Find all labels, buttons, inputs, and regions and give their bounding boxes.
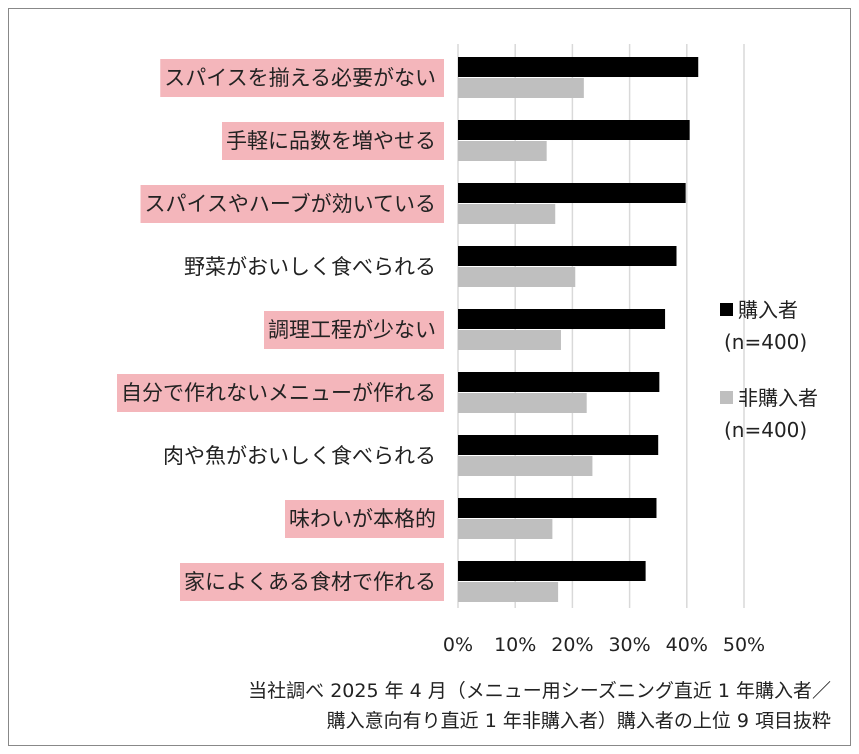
bar-buyers — [458, 246, 677, 266]
x-tick-label: 30% — [608, 634, 650, 656]
legend-label: (n=400) — [724, 418, 807, 442]
bar-buyers — [458, 57, 699, 77]
bar-non-buyers — [458, 141, 547, 161]
x-tick-label: 20% — [551, 634, 593, 656]
x-tick-label: 0% — [443, 634, 473, 656]
category-highlight — [285, 500, 444, 538]
category-highlight — [264, 311, 444, 349]
x-tick-labels: 0% 10% 20% 30% 40% 50% — [443, 634, 765, 656]
category-highlight — [160, 59, 444, 97]
category-label: 手軽に品数を増やせる — [226, 129, 436, 153]
x-tick-label: 40% — [666, 634, 708, 656]
bar-non-buyers — [458, 204, 556, 224]
legend-swatch — [720, 391, 733, 404]
footnote-line-1: 当社調べ 2025 年 4 月（メニュー用シーズニング直近 1 年購入者／ — [248, 680, 831, 702]
category-highlight — [117, 374, 444, 412]
legend-label: 非購入者 — [738, 386, 818, 410]
category-label: 自分で作れないメニューが作れる — [121, 381, 436, 405]
bar-buyers — [458, 561, 646, 581]
legend-label: (n=400) — [724, 330, 807, 354]
x-tick-label: 50% — [723, 634, 765, 656]
bar-buyers — [458, 372, 660, 392]
x-tick-label: 10% — [494, 634, 536, 656]
category-highlight — [140, 185, 444, 223]
category-labels: スパイスを揃える必要がない手軽に品数を増やせるスパイスやハーブが効いている野菜が… — [121, 66, 436, 594]
bars — [458, 57, 699, 602]
category-label: スパイスを揃える必要がない — [164, 66, 436, 90]
bar-buyers — [458, 120, 690, 140]
category-label: 家によくある食材で作れる — [184, 570, 436, 594]
bar-non-buyers — [458, 582, 559, 602]
legend-label: 購入者 — [738, 298, 798, 322]
bar-non-buyers — [458, 456, 593, 476]
category-label: 野菜がおいしく食べられる — [184, 255, 436, 279]
bar-non-buyers — [458, 519, 553, 539]
category-highlights — [117, 59, 444, 601]
bar-buyers — [458, 498, 657, 518]
footnote-line-2: 購入意向有り直近 1 年非購入者）購入者の上位 9 項目抜粋 — [326, 710, 831, 732]
category-label: 味わいが本格的 — [289, 507, 436, 531]
category-label: 調理工程が少ない — [268, 318, 436, 342]
bar-buyers — [458, 183, 686, 203]
legend-swatch — [720, 303, 733, 316]
bar-non-buyers — [458, 267, 576, 287]
bar-buyers — [458, 309, 666, 329]
category-highlight — [180, 563, 444, 601]
legend: 購入者 (n=400) 非購入者 (n=400) — [720, 298, 818, 442]
category-label: スパイスやハーブが効いている — [145, 192, 436, 216]
category-label: 肉や魚がおいしく食べられる — [163, 444, 436, 468]
bar-buyers — [458, 435, 659, 455]
bar-non-buyers — [458, 78, 584, 98]
footnote: 当社調べ 2025 年 4 月（メニュー用シーズニング直近 1 年購入者／ 購入… — [248, 676, 831, 736]
bar-non-buyers — [458, 393, 587, 413]
bar-non-buyers — [458, 330, 561, 350]
category-highlight — [222, 122, 444, 160]
